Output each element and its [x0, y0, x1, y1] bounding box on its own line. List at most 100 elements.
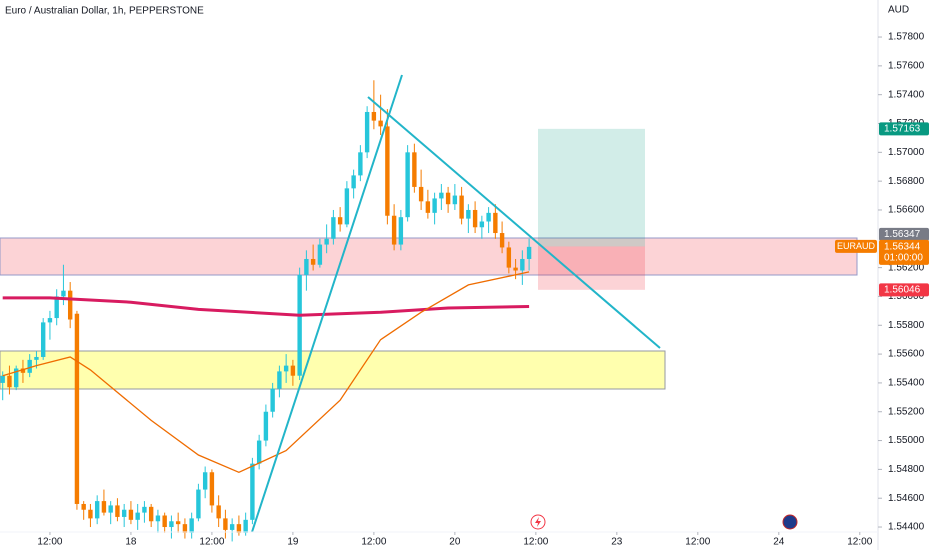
candle-body [358, 152, 363, 176]
candle-body [412, 152, 417, 187]
support-zone [0, 350, 666, 390]
candle-body [513, 267, 518, 271]
candle-body [101, 501, 107, 513]
candle-body [499, 233, 505, 248]
x-tick-label: 23 [611, 537, 623, 548]
moving-average [2, 296, 530, 317]
candle-body [331, 217, 336, 239]
position-tool [538, 128, 645, 290]
candle-body [371, 111, 377, 121]
candle-body [81, 503, 86, 510]
candle-body [7, 375, 12, 388]
y-tick-label: 1.56000 [888, 291, 925, 302]
y-tick-label: 1.56600 [888, 205, 925, 216]
candle-body [391, 215, 397, 245]
y-tick-label: 1.57400 [888, 89, 925, 100]
candle-body [486, 212, 491, 222]
candle-body [405, 152, 410, 218]
candle-body [520, 258, 525, 271]
candle-body [243, 519, 248, 533]
candle-body [0, 375, 5, 383]
price-axis: 1.578001.576001.574001.572001.570001.568… [37, 32, 929, 548]
trend-line [251, 74, 403, 533]
y-tick-label: 1.55200 [888, 406, 925, 417]
candle-body [324, 238, 329, 245]
y-tick-label: 1.54600 [888, 493, 925, 504]
price-label-box [879, 122, 929, 136]
candle-body [472, 209, 478, 228]
moving-average [2, 271, 530, 474]
candle-body [88, 509, 93, 519]
x-tick-label: 24 [773, 537, 785, 548]
candle-body [27, 359, 32, 373]
candle-body [263, 411, 269, 441]
last-price-label: 1.56344 [884, 242, 921, 253]
trend-line [367, 96, 661, 349]
y-tick-label: 1.55400 [888, 378, 925, 389]
candle-body [256, 440, 262, 464]
countdown-label: 01:00:00 [884, 253, 923, 264]
x-tick-label: 12:00 [199, 537, 224, 548]
candle-body [142, 506, 147, 513]
price-label: 1.56347 [884, 229, 921, 240]
x-tick-label: 12:00 [37, 537, 62, 548]
candle-body [202, 472, 208, 490]
stop-zone [538, 246, 645, 290]
x-tick-label: 12:00 [685, 537, 710, 548]
y-tick-label: 1.57600 [888, 61, 925, 72]
candle-body [459, 195, 464, 219]
last-price-box [879, 239, 929, 265]
candle-body [452, 195, 458, 205]
price-label: 1.57163 [884, 123, 921, 134]
candle-body [344, 188, 350, 225]
candle-body [398, 217, 404, 245]
candle-body [283, 365, 289, 372]
candle-body [74, 313, 80, 504]
candle-body [479, 221, 485, 228]
candle-body [304, 258, 309, 275]
candle-body [47, 318, 53, 323]
candle-body [425, 201, 431, 213]
candle-body [115, 505, 120, 517]
event-icon-bolt [535, 517, 541, 527]
candle-body [310, 258, 316, 265]
candle-body [135, 512, 140, 520]
candle-body [169, 521, 174, 528]
candle-body [20, 368, 26, 373]
candle-body [108, 505, 113, 513]
candle-body [155, 515, 161, 522]
candle-body [466, 209, 471, 219]
target-zone [538, 128, 645, 247]
candle-body [432, 198, 437, 213]
candle-body [182, 524, 188, 533]
candle-body [13, 368, 19, 388]
y-tick-label: 1.57000 [888, 147, 925, 158]
candle-body [317, 244, 323, 265]
candle-body [40, 322, 46, 357]
x-tick-label: 12:00 [847, 537, 872, 548]
candle-body [526, 246, 532, 259]
candle-body [270, 388, 275, 412]
symbol-tag [835, 239, 877, 253]
x-tick-label: 12:00 [361, 537, 386, 548]
y-tick-label: 1.56200 [888, 262, 925, 273]
candle-body [364, 111, 370, 153]
price-label: 1.56046 [884, 284, 921, 295]
candle-body [196, 489, 201, 519]
candle-body [94, 501, 100, 519]
candle-body [445, 192, 451, 205]
candle-body [277, 371, 282, 389]
currency-label: AUD [888, 5, 909, 16]
country-flag-icon[interactable] [782, 514, 798, 530]
candle-body [209, 472, 215, 506]
y-tick-label: 1.55000 [888, 435, 925, 446]
candle-body [223, 518, 228, 530]
y-tick-label: 1.54400 [888, 522, 925, 533]
candle-body [337, 217, 343, 225]
candle-body [162, 515, 167, 528]
price-label-box [879, 283, 929, 297]
candle-body [385, 126, 390, 216]
candle-body [351, 175, 356, 189]
candle-body [418, 186, 424, 202]
